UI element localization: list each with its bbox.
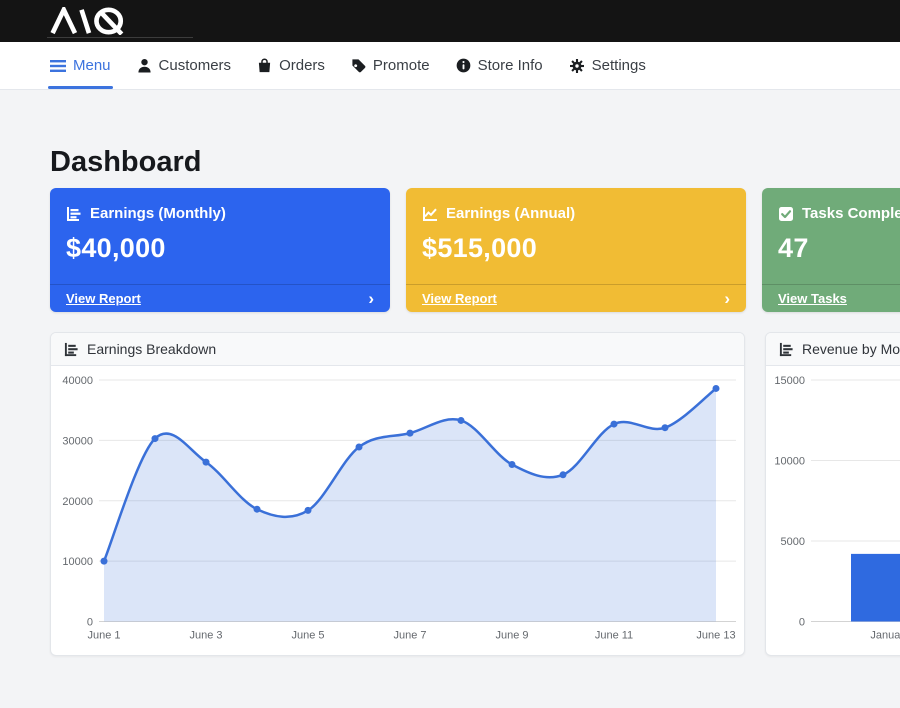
chevron-right-icon[interactable]: › — [368, 289, 374, 308]
stat-card-footer: View Report › — [50, 284, 390, 312]
stat-card-earnings-monthly[interactable]: Earnings (Monthly) $40,000 View Report › — [50, 188, 390, 312]
nav-item-menu[interactable]: Menu — [48, 42, 113, 89]
chart-card-header: Earnings Breakdown — [51, 333, 744, 366]
svg-text:30000: 30000 — [62, 435, 93, 447]
gear-icon — [569, 58, 584, 73]
view-tasks-link[interactable]: View Tasks — [778, 291, 847, 306]
stat-card-tasks-completed[interactable]: Tasks Completed 47 View Tasks › — [762, 188, 900, 312]
revenue-by-month-chart: 0 5000 10000 15000 January — [766, 366, 900, 655]
svg-text:0: 0 — [87, 617, 93, 629]
svg-text:June 7: June 7 — [393, 630, 426, 642]
check-square-icon — [779, 206, 793, 221]
svg-text:June 13: June 13 — [696, 630, 735, 642]
svg-text:10000: 10000 — [62, 556, 93, 568]
nav-label: Settings — [591, 57, 646, 74]
svg-text:40000: 40000 — [62, 375, 93, 387]
stat-cards-row: Earnings (Monthly) $40,000 View Report ›… — [50, 188, 900, 312]
nav-label: Store Info — [477, 57, 543, 74]
page-title: Dashboard — [50, 146, 202, 178]
chart-title: Earnings Breakdown — [87, 341, 217, 357]
nav-label: Customers — [158, 57, 232, 74]
hamburger-icon — [50, 59, 66, 72]
svg-text:20000: 20000 — [62, 496, 93, 508]
stat-card-title: Earnings (Annual) — [446, 205, 576, 222]
stat-card-value: $515,000 — [422, 233, 538, 263]
nav-item-orders[interactable]: Orders — [257, 42, 325, 89]
revenue-by-month-card: Revenue by Month 0 5000 10000 15000 January — [765, 332, 900, 656]
svg-text:January: January — [870, 630, 900, 642]
line-chart-icon — [423, 206, 437, 221]
main-content: Dashboard Earnings (Monthly) $40,000 Vie… — [0, 90, 900, 656]
view-report-link[interactable]: View Report — [422, 291, 497, 306]
area-chart-canvas: 0 10000 20000 30000 40000 June 1 June 3 June 5 J… — [62, 375, 736, 642]
chevron-right-icon[interactable]: › — [724, 289, 730, 308]
svg-text:15000: 15000 — [774, 375, 805, 387]
bar-chart-icon — [64, 342, 78, 356]
svg-text:5000: 5000 — [781, 536, 805, 548]
nav-label: Promote — [372, 57, 430, 74]
view-report-link[interactable]: View Report — [66, 291, 141, 306]
bar-chart-icon — [67, 206, 81, 221]
svg-text:June 11: June 11 — [595, 630, 633, 642]
tag-icon — [352, 59, 366, 73]
brand-logo-icon[interactable] — [47, 7, 131, 35]
svg-text:10000: 10000 — [774, 456, 805, 468]
logo-underline — [47, 37, 193, 38]
stat-card-earnings-annual[interactable]: Earnings (Annual) $515,000 View Report › — [406, 188, 746, 312]
info-icon — [456, 58, 470, 73]
svg-text:June 9: June 9 — [495, 630, 528, 642]
stat-card-value: 47 — [778, 233, 809, 263]
bar-chart-canvas: 0 5000 10000 15000 January — [774, 375, 900, 642]
nav-item-promote[interactable]: Promote — [351, 42, 430, 89]
nav-label: Orders — [279, 57, 325, 74]
chart-card-header: Revenue by Month — [766, 333, 900, 366]
nav-label: Menu — [73, 57, 111, 74]
stat-card-value: $40,000 — [66, 233, 166, 263]
stat-card-title: Earnings (Monthly) — [90, 205, 226, 222]
stat-card-footer: View Tasks › — [762, 284, 900, 312]
stat-card-footer: View Report › — [406, 284, 746, 312]
stat-card-header: Tasks Completed — [762, 188, 900, 222]
svg-text:0: 0 — [799, 617, 805, 629]
charts-row: Earnings Breakdown 0 10000 20000 30000 40000… — [50, 332, 900, 656]
nav-item-customers[interactable]: Customers — [137, 42, 232, 89]
nav-item-settings[interactable]: Settings — [569, 42, 646, 89]
person-icon — [137, 58, 151, 73]
stat-card-header: Earnings (Annual) — [406, 188, 746, 222]
nav-item-store-info[interactable]: Store Info — [456, 42, 543, 89]
chart-title: Revenue by Month — [802, 341, 900, 357]
earnings-breakdown-chart: 0 10000 20000 30000 40000 June 1 June 3 June 5 J… — [51, 366, 744, 655]
stat-card-header: Earnings (Monthly) — [50, 188, 390, 222]
earnings-breakdown-card: Earnings Breakdown 0 10000 20000 30000 40000… — [50, 332, 745, 656]
svg-text:June 3: June 3 — [189, 630, 222, 642]
topbar — [0, 0, 900, 42]
stat-card-title: Tasks Completed — [802, 205, 900, 222]
bar-chart-icon — [779, 342, 793, 356]
main-nav: Menu Customers Orders Promote Store Info — [0, 42, 900, 90]
svg-text:June 1: June 1 — [87, 630, 120, 642]
svg-text:June 5: June 5 — [291, 630, 324, 642]
shopping-bag-icon — [258, 58, 271, 73]
